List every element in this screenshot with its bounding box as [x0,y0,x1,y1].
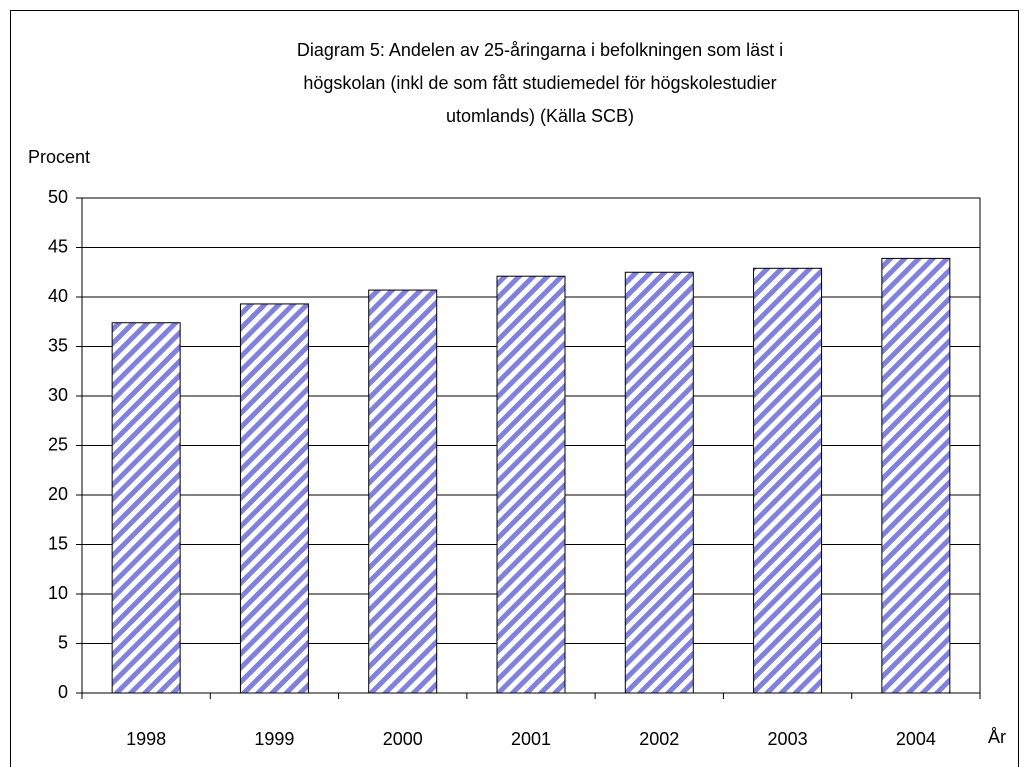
bar [753,267,823,694]
x-tick-label: 2002 [639,729,679,749]
y-axis-label: Procent [28,147,90,167]
bar [239,303,309,694]
bar [624,271,694,694]
y-tick-label: 0 [58,682,68,702]
x-tick-label: 2001 [511,729,551,749]
y-tick-label: 5 [58,632,68,652]
x-tick-label: 1999 [254,729,294,749]
bar [496,275,566,694]
chart-title: utomlands) (Källa SCB) [446,106,634,126]
y-tick-label: 30 [48,385,68,405]
y-tick-label: 35 [48,335,68,355]
x-tick-label: 2004 [896,729,936,749]
y-tick-label: 50 [48,187,68,207]
y-tick-label: 20 [48,484,68,504]
bar [881,257,951,694]
bar [111,322,181,694]
y-tick-label: 10 [48,583,68,603]
y-tick-label: 15 [48,533,68,553]
y-tick-label: 45 [48,236,68,256]
chart-title: högskolan (inkl de som fått studiemedel … [303,73,776,93]
bar [368,289,438,694]
y-tick-label: 25 [48,434,68,454]
x-tick-label: 2003 [768,729,808,749]
x-axis-label: År [988,727,1006,747]
x-tick-label: 2000 [383,729,423,749]
chart-title: Diagram 5: Andelen av 25-åringarna i bef… [297,40,783,60]
y-tick-label: 40 [48,286,68,306]
x-tick-label: 1998 [126,729,166,749]
